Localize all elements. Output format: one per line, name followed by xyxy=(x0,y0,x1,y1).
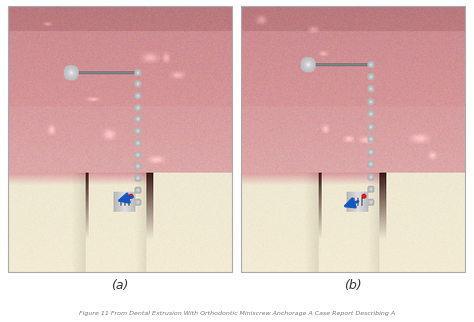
Bar xyxy=(8,6,232,272)
Text: (b): (b) xyxy=(344,279,362,292)
Text: Figure 11 From Dental Extrusion With Orthodontic Miniscrew Anchorage A Case Repo: Figure 11 From Dental Extrusion With Ort… xyxy=(79,311,395,317)
Text: (a): (a) xyxy=(111,279,128,292)
Bar xyxy=(241,6,465,272)
